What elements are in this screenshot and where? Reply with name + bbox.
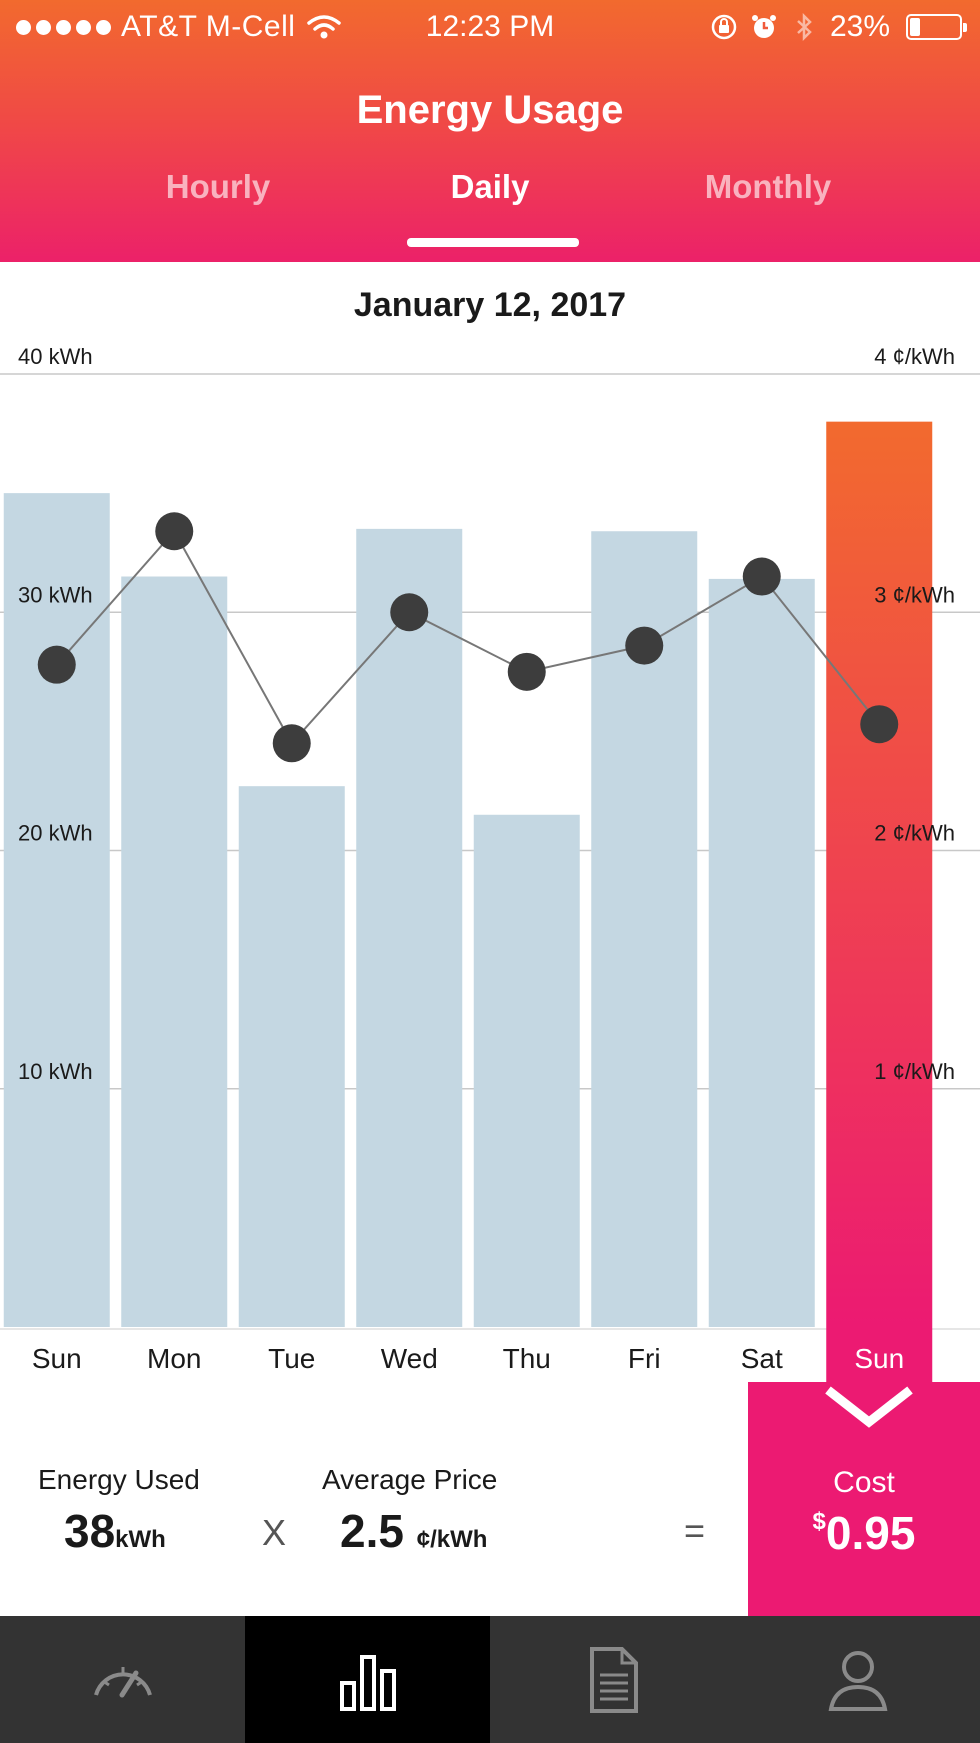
gauge-icon bbox=[93, 1666, 152, 1697]
right-axis-tick: 1 ¢/kWh bbox=[874, 1059, 955, 1084]
price-line bbox=[55, 529, 881, 746]
bar-chart-icon bbox=[339, 1654, 396, 1711]
bluetooth-icon bbox=[797, 13, 812, 41]
nav-profile[interactable] bbox=[735, 1616, 980, 1743]
energy-chart: 10 kWh 1 ¢/kWh 20 kWh 2 ¢/kWh 30 kWh 3 ¢/kWh 4… bbox=[0, 262, 980, 1382]
price-point[interactable] bbox=[37, 645, 76, 684]
average-price-label: Average Price bbox=[322, 1464, 498, 1495]
bar-day[interactable] bbox=[121, 576, 228, 1327]
cost-currency: $ bbox=[812, 1508, 826, 1535]
cost-label: Cost bbox=[833, 1466, 895, 1499]
left-axis-tick: 40 kWh bbox=[18, 344, 93, 369]
equals-sign: = bbox=[684, 1510, 706, 1551]
average-price-value: 2.5 ¢/kWh bbox=[340, 1504, 487, 1558]
price-point[interactable] bbox=[155, 512, 194, 551]
multiply-sign: X bbox=[262, 1512, 287, 1553]
price-point[interactable] bbox=[390, 593, 429, 632]
right-axis-tick: 4 ¢/kWh bbox=[874, 344, 955, 369]
rotation-lock-icon bbox=[711, 14, 737, 40]
energy-used-unit: kWh bbox=[115, 1526, 166, 1553]
nav-bills[interactable] bbox=[490, 1616, 735, 1743]
tab-hourly[interactable]: Hourly bbox=[165, 168, 271, 205]
page-title: Energy Usage bbox=[356, 88, 624, 132]
average-price-number: 2.5 bbox=[340, 1505, 404, 1557]
price-point[interactable] bbox=[625, 626, 664, 665]
status-bar: AT&T M-Cell 12:23 PM 23% bbox=[0, 0, 980, 54]
right-axis-tick: 3 ¢/kWh bbox=[874, 582, 955, 607]
carrier-name: AT&T M-Cell bbox=[121, 10, 296, 43]
price-point[interactable] bbox=[860, 705, 899, 744]
day-label: Sun bbox=[32, 1343, 82, 1374]
bar-selected-day[interactable] bbox=[826, 421, 933, 1327]
price-point[interactable] bbox=[272, 724, 311, 763]
cost-amount: 0.95 bbox=[825, 1507, 916, 1559]
battery-icon bbox=[906, 14, 967, 40]
energy-used-value: 38kWh bbox=[64, 1504, 166, 1558]
active-tab-indicator bbox=[407, 238, 579, 247]
header: AT&T M-Cell 12:23 PM 23% bbox=[0, 0, 980, 262]
cost-value: $0.95 bbox=[748, 1506, 980, 1560]
document-icon bbox=[589, 1646, 638, 1713]
battery-percent: 23% bbox=[829, 10, 890, 43]
nav-dashboard[interactable] bbox=[0, 1616, 245, 1743]
left-axis-tick: 10 kWh bbox=[18, 1059, 93, 1084]
price-point[interactable] bbox=[507, 652, 546, 691]
energy-used-number: 38 bbox=[64, 1505, 116, 1557]
alarm-icon bbox=[751, 15, 776, 38]
day-label: Fri bbox=[628, 1343, 661, 1374]
bar-day[interactable] bbox=[3, 493, 110, 1327]
chart-date: January 12, 2017 bbox=[353, 286, 627, 324]
day-label: Tue bbox=[268, 1343, 315, 1374]
bar-day[interactable] bbox=[473, 814, 580, 1327]
average-price-unit: ¢/kWh bbox=[416, 1526, 488, 1553]
profile-icon bbox=[828, 1650, 887, 1711]
bottom-nav bbox=[0, 1616, 980, 1743]
selected-day-chevron-icon bbox=[825, 1386, 913, 1428]
wifi-icon bbox=[307, 15, 342, 39]
bar-day[interactable] bbox=[238, 786, 345, 1327]
signal-strength-icon bbox=[16, 19, 111, 35]
day-label: Sun bbox=[854, 1343, 904, 1374]
nav-usage[interactable] bbox=[245, 1616, 490, 1743]
day-label: Thu bbox=[503, 1343, 551, 1374]
day-label: Sat bbox=[741, 1343, 783, 1374]
bar-day[interactable] bbox=[708, 578, 815, 1327]
period-tabs: Hourly Daily Monthly bbox=[0, 168, 980, 248]
right-axis-tick: 2 ¢/kWh bbox=[874, 821, 955, 846]
price-point[interactable] bbox=[742, 557, 781, 596]
clock: 12:23 PM bbox=[425, 10, 555, 43]
tab-daily[interactable]: Daily bbox=[450, 168, 530, 205]
day-label: Wed bbox=[381, 1343, 438, 1374]
bar-selected-day-extension bbox=[826, 1327, 933, 1382]
bar-day[interactable] bbox=[356, 528, 463, 1327]
tab-monthly[interactable]: Monthly bbox=[704, 168, 832, 205]
left-axis-tick: 20 kWh bbox=[18, 821, 93, 846]
left-axis-tick: 30 kWh bbox=[18, 582, 93, 607]
energy-used-label: Energy Used bbox=[38, 1464, 200, 1495]
chart-canvas: 10 kWh 1 ¢/kWh 20 kWh 2 ¢/kWh 30 kWh 3 ¢/kWh 4… bbox=[0, 344, 980, 1382]
day-label: Mon bbox=[147, 1343, 201, 1374]
